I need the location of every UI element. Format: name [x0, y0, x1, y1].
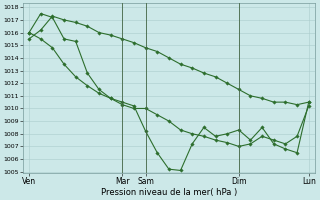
X-axis label: Pression niveau de la mer( hPa ): Pression niveau de la mer( hPa ) [101, 188, 237, 197]
